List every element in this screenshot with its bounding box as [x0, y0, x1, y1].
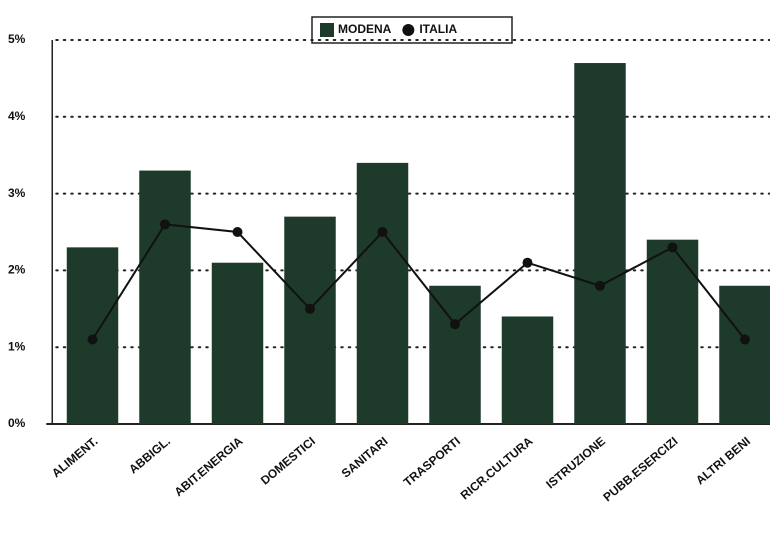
bar	[356, 162, 409, 424]
x-tick-label: TRASPORTI	[401, 434, 463, 489]
bar	[646, 239, 699, 424]
point	[450, 319, 460, 330]
legend: MODENA ITALIA	[311, 16, 513, 44]
y-tick-label: 5%	[8, 32, 26, 46]
y-tick-label: 2%	[8, 263, 26, 277]
bar	[139, 170, 191, 424]
x-tick-label: ALIMENT.	[49, 434, 100, 480]
x-tick-label: ISTRUZIONE	[543, 434, 608, 491]
x-tick-label: DOMESTICI	[258, 434, 318, 488]
x-tick-label: ALTRI BENI	[693, 434, 753, 487]
point	[740, 334, 750, 345]
x-tick-label: PUBB.ESERCIZI	[600, 434, 680, 504]
x-tick-label: ABIT.ENERGIA	[172, 434, 246, 499]
point	[667, 242, 678, 253]
point	[305, 303, 315, 314]
y-tick-label: 3%	[8, 186, 26, 200]
legend-label: ITALIA	[419, 22, 457, 36]
y-tick-label: 4%	[8, 109, 26, 123]
x-tick-label: RICR.CULTURA	[458, 434, 536, 503]
y-tick-label: 0%	[8, 416, 26, 430]
point	[595, 280, 605, 291]
bar	[211, 262, 264, 424]
x-tick-label: ABBIGL.	[126, 434, 173, 476]
bar	[284, 216, 336, 424]
point	[377, 227, 388, 237]
bar	[574, 63, 626, 424]
point	[87, 334, 98, 345]
line	[91, 223, 746, 341]
bar	[501, 316, 554, 424]
y-tick-label: 1%	[8, 339, 26, 353]
point	[522, 257, 533, 268]
bar	[719, 285, 770, 424]
legend-label: MODENA	[338, 22, 392, 36]
x-tick-label: SANITARI	[339, 434, 391, 481]
bar	[429, 285, 481, 424]
legend-marker	[320, 23, 334, 37]
legend-marker	[402, 24, 415, 36]
point	[160, 219, 170, 230]
point	[232, 227, 243, 237]
